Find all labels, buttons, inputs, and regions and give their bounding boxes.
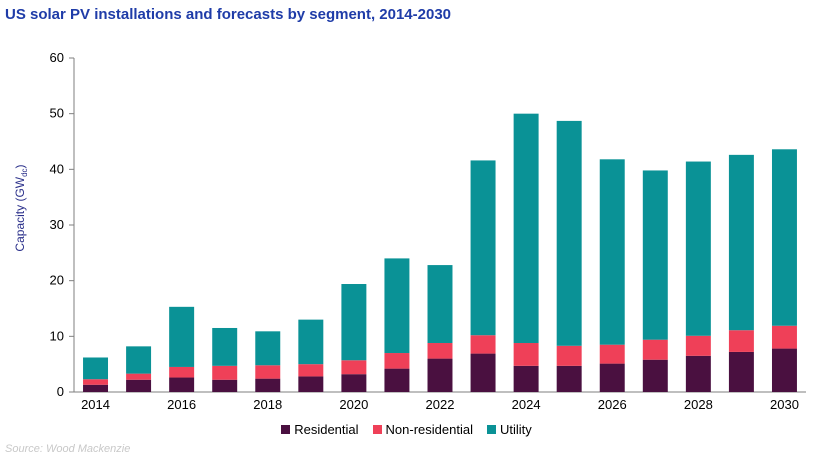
y-tick-label: 40 (50, 161, 64, 176)
bar-non-residential-2014 (83, 379, 109, 385)
legend-label: Non-residential (385, 422, 473, 437)
bar-utility-2021 (384, 258, 410, 354)
legend-label: Utility (499, 422, 532, 437)
bar-utility-2022 (427, 265, 453, 344)
bar-utility-2025 (556, 120, 582, 346)
bar-residential-2022 (427, 358, 453, 392)
bar-residential-2029 (728, 351, 754, 392)
y-tick-label: 20 (50, 273, 64, 288)
legend-label: Residential (294, 422, 359, 437)
bar-non-residential-2029 (728, 330, 754, 352)
x-tick-label: 2030 (770, 397, 799, 412)
bar-residential-2026 (599, 363, 625, 392)
bar-non-residential-2026 (599, 344, 625, 364)
bar-non-residential-2017 (212, 365, 238, 380)
x-tick-label: 2024 (512, 397, 541, 412)
bar-utility-2020 (341, 284, 367, 361)
bar-residential-2028 (685, 355, 711, 392)
legend-item-residential: Residential (281, 422, 359, 437)
bar-utility-2015 (126, 346, 152, 374)
legend-swatch (372, 425, 382, 434)
bar-utility-2027 (642, 170, 668, 340)
x-tick-label: 2026 (598, 397, 627, 412)
bar-non-residential-2027 (642, 339, 668, 360)
y-axis-label-end: ) (13, 164, 27, 168)
legend-item-utility: Utility (486, 422, 532, 437)
bar-non-residential-2019 (298, 364, 324, 377)
bar-non-residential-2022 (427, 343, 453, 359)
y-tick-label: 30 (50, 217, 64, 232)
bar-non-residential-2030 (771, 325, 797, 349)
bar-utility-2016 (169, 306, 195, 367)
bar-utility-2024 (513, 113, 539, 344)
bar-utility-2026 (599, 159, 625, 345)
bar-utility-2030 (771, 149, 797, 326)
bar-residential-2019 (298, 376, 324, 392)
bar-utility-2018 (255, 331, 281, 366)
y-tick-label: 60 (50, 50, 64, 65)
x-tick-label: 2016 (167, 397, 196, 412)
bar-non-residential-2025 (556, 345, 582, 366)
chart-title: US solar PV installations and forecasts … (5, 6, 452, 23)
bar-non-residential-2015 (126, 373, 152, 380)
bar-residential-2020 (341, 374, 367, 392)
bar-non-residential-2020 (341, 360, 367, 375)
bar-non-residential-2018 (255, 365, 281, 379)
x-tick-label: 2028 (684, 397, 713, 412)
x-tick-label: 2022 (426, 397, 455, 412)
bar-residential-2016 (169, 377, 195, 392)
bar-non-residential-2028 (685, 335, 711, 356)
x-tick-label: 2020 (339, 397, 368, 412)
y-axis-label-subscript: dc (20, 168, 29, 176)
bar-residential-2015 (126, 379, 152, 392)
bar-utility-2023 (470, 160, 496, 336)
y-tick-label: 0 (57, 384, 64, 399)
bar-residential-2023 (470, 353, 496, 392)
y-tick-label: 10 (50, 328, 64, 343)
bar-residential-2017 (212, 379, 238, 392)
bar-utility-2028 (685, 161, 711, 336)
bar-residential-2025 (556, 365, 582, 392)
bar-utility-2017 (212, 327, 238, 366)
x-tick-label: 2018 (253, 397, 282, 412)
x-tick-label: 2014 (81, 397, 110, 412)
legend-item-non-residential: Non-residential (372, 422, 473, 437)
bar-non-residential-2021 (384, 353, 410, 369)
bar-residential-2030 (771, 348, 797, 392)
bar-residential-2024 (513, 365, 539, 392)
legend: Residential Non-residential Utility (0, 422, 813, 437)
legend-swatch (486, 425, 496, 434)
bar-utility-2014 (83, 357, 109, 380)
y-axis-label: Capacity (GWdc) (13, 164, 29, 251)
bar-residential-2018 (255, 378, 281, 392)
legend-swatch (281, 425, 291, 434)
y-axis-label-main: Capacity (GW (13, 176, 27, 251)
bars (83, 113, 797, 392)
bar-residential-2014 (83, 384, 109, 392)
bar-utility-2029 (728, 154, 754, 331)
source-note: Source: Wood Mackenzie (5, 443, 131, 455)
bar-residential-2021 (384, 368, 410, 392)
bar-non-residential-2016 (169, 366, 195, 378)
y-tick-label: 50 (50, 106, 64, 121)
bar-utility-2019 (298, 319, 324, 365)
bar-residential-2027 (642, 359, 668, 392)
bar-non-residential-2024 (513, 343, 539, 366)
bar-non-residential-2023 (470, 335, 496, 354)
